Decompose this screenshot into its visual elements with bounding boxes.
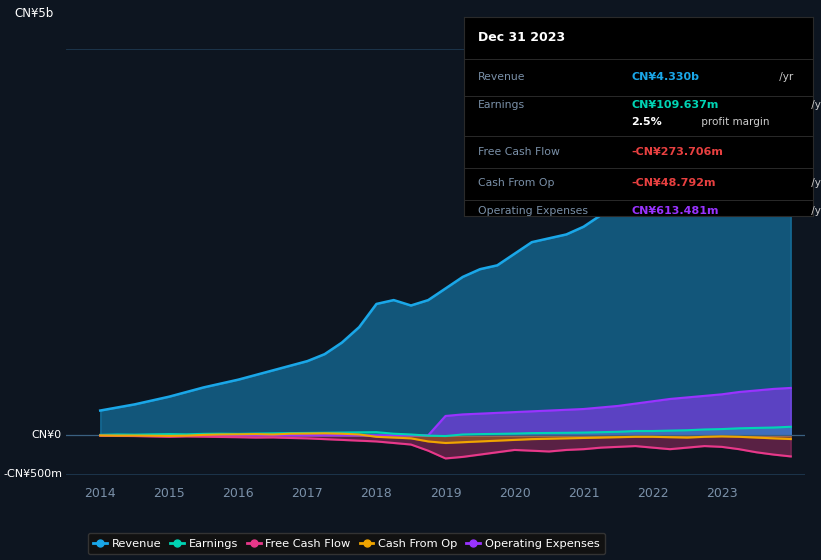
Legend: Revenue, Earnings, Free Cash Flow, Cash From Op, Operating Expenses: Revenue, Earnings, Free Cash Flow, Cash … (88, 533, 605, 554)
Text: /yr: /yr (776, 72, 793, 82)
Text: CN¥613.481m: CN¥613.481m (631, 206, 719, 216)
Text: 2.5%: 2.5% (631, 117, 662, 127)
Text: Operating Expenses: Operating Expenses (478, 206, 588, 216)
Text: CN¥4.330b: CN¥4.330b (631, 72, 699, 82)
Text: -CN¥273.706m: -CN¥273.706m (631, 147, 723, 157)
Text: CN¥109.637m: CN¥109.637m (631, 100, 718, 110)
Text: profit margin: profit margin (698, 117, 769, 127)
Text: Revenue: Revenue (478, 72, 525, 82)
Text: /yr: /yr (808, 100, 821, 110)
Text: Free Cash Flow: Free Cash Flow (478, 147, 560, 157)
Text: CN¥0: CN¥0 (32, 430, 62, 440)
Text: Earnings: Earnings (478, 100, 525, 110)
Text: Cash From Op: Cash From Op (478, 178, 554, 188)
Text: -CN¥48.792m: -CN¥48.792m (631, 178, 716, 188)
Text: Dec 31 2023: Dec 31 2023 (478, 31, 565, 44)
Text: /yr: /yr (808, 206, 821, 216)
Text: /yr: /yr (808, 178, 821, 188)
Text: CN¥5b: CN¥5b (14, 7, 53, 20)
Text: -CN¥500m: -CN¥500m (3, 469, 62, 479)
